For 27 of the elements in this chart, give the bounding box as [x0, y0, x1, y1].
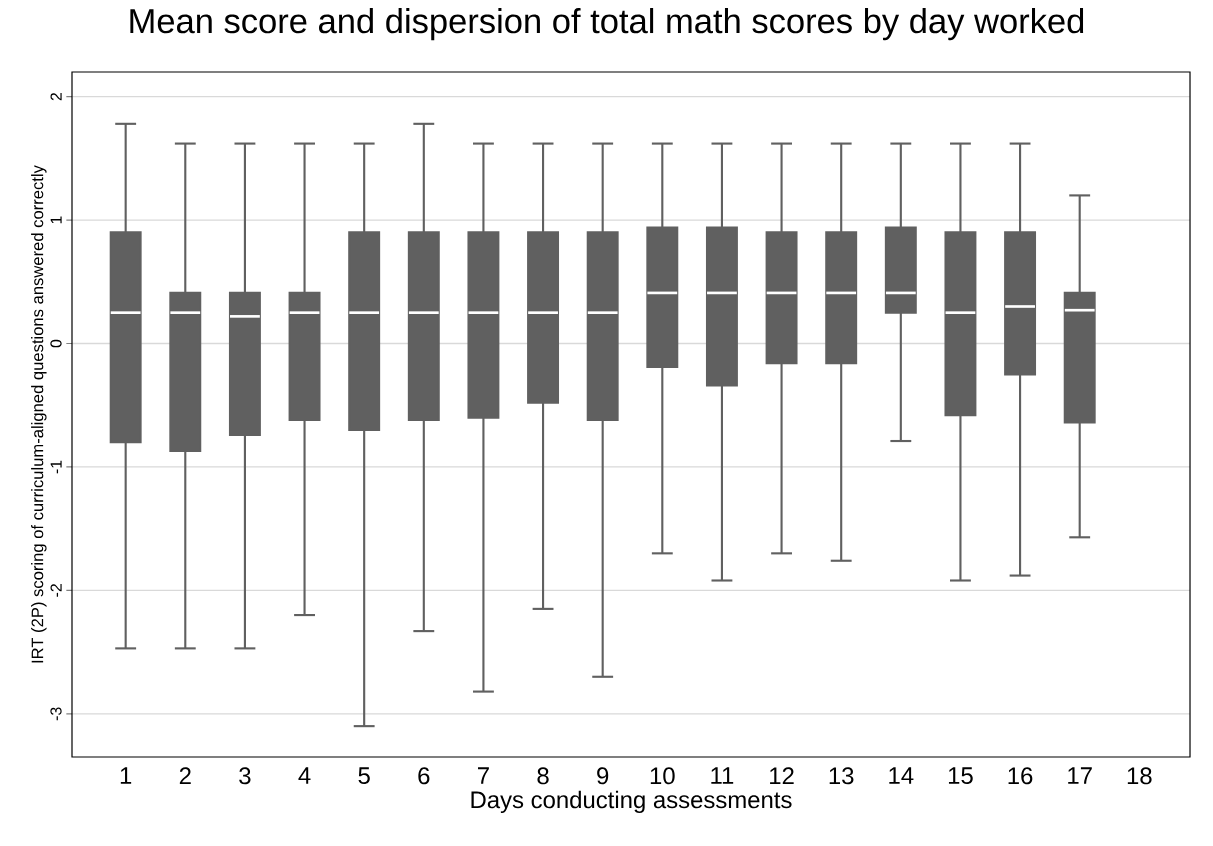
x-tick-label: 13	[829, 767, 854, 785]
x-tick-label: 15	[948, 767, 973, 785]
x-tick-label: 8	[537, 767, 549, 785]
x-tick-label: 4	[298, 767, 311, 784]
y-tick-label: -3	[50, 707, 62, 721]
x-tick-label: 3	[239, 767, 251, 785]
x-tick-label: 6	[418, 767, 430, 785]
y-tick-label: -1	[50, 460, 62, 474]
y-tick-label: 0	[50, 339, 62, 348]
x-tick-label: 5	[358, 767, 370, 785]
x-tick-label: 10	[650, 767, 675, 785]
y-axis-title: IRT (2P) scoring of curriculum-aligned questions answered correctly	[31, 165, 47, 663]
y-tick-label: 1	[50, 216, 62, 224]
x-tick-label: 7	[478, 767, 489, 784]
x-tick-label: 1	[120, 767, 132, 784]
x-axis-title: Days conducting assessments	[471, 790, 792, 814]
y-tick-label: 2	[50, 93, 62, 101]
x-tick-label: 16	[1008, 767, 1033, 785]
y-tick-label: -2	[50, 584, 62, 597]
x-tick-label: 9	[597, 767, 609, 785]
chart-title: Mean score and dispersion of total math scores by day worked	[130, 8, 1084, 41]
x-tick-label: 14	[889, 767, 914, 784]
x-tick-label: 12	[770, 767, 794, 785]
x-tick-label: 11	[711, 767, 734, 784]
x-tick-label: 2	[179, 767, 191, 785]
x-tick-label: 18	[1127, 767, 1152, 785]
x-tick-label: 17	[1068, 767, 1092, 784]
